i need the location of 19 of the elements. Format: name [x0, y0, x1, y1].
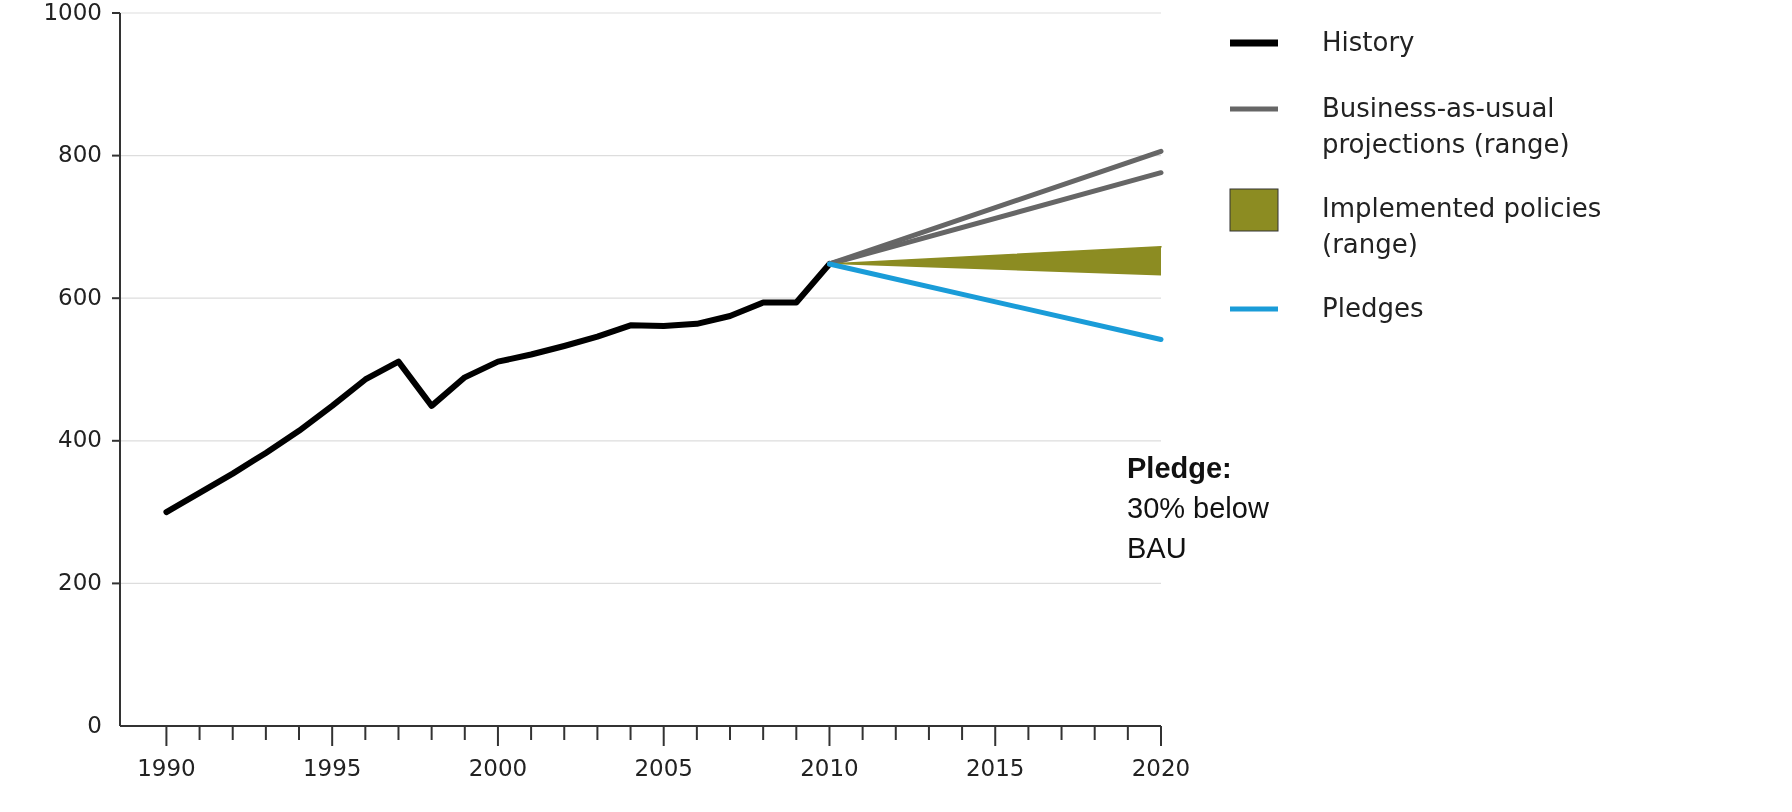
y-tick-label: 400 [58, 426, 102, 453]
annotation: 30% below BAU [1127, 492, 1270, 564]
x-tick-label: 2005 [634, 755, 693, 781]
annotation: Pledge: [1127, 452, 1232, 484]
x-tick-label: 1990 [137, 755, 196, 781]
y-tick-label: 600 [58, 283, 102, 310]
legend-label: History [1322, 26, 1415, 57]
y-tick-label: 800 [58, 141, 102, 168]
y-tick-label: 0 [87, 711, 102, 738]
y-tick-label: 1000 [43, 0, 102, 25]
x-tick-label: 2015 [965, 755, 1025, 781]
y-tick-label: 200 [58, 568, 102, 595]
legend-label: Business-as-usual projections (range) [1322, 92, 1570, 159]
legend-label: Implemented policies (range) [1322, 192, 1602, 259]
x-tick-label: 2000 [468, 755, 528, 781]
x-tick-label: 2020 [1131, 755, 1191, 781]
legend-label: Pledges [1322, 292, 1424, 323]
x-tick-label: 2010 [800, 755, 859, 781]
x-tick-label: 1995 [302, 755, 362, 781]
